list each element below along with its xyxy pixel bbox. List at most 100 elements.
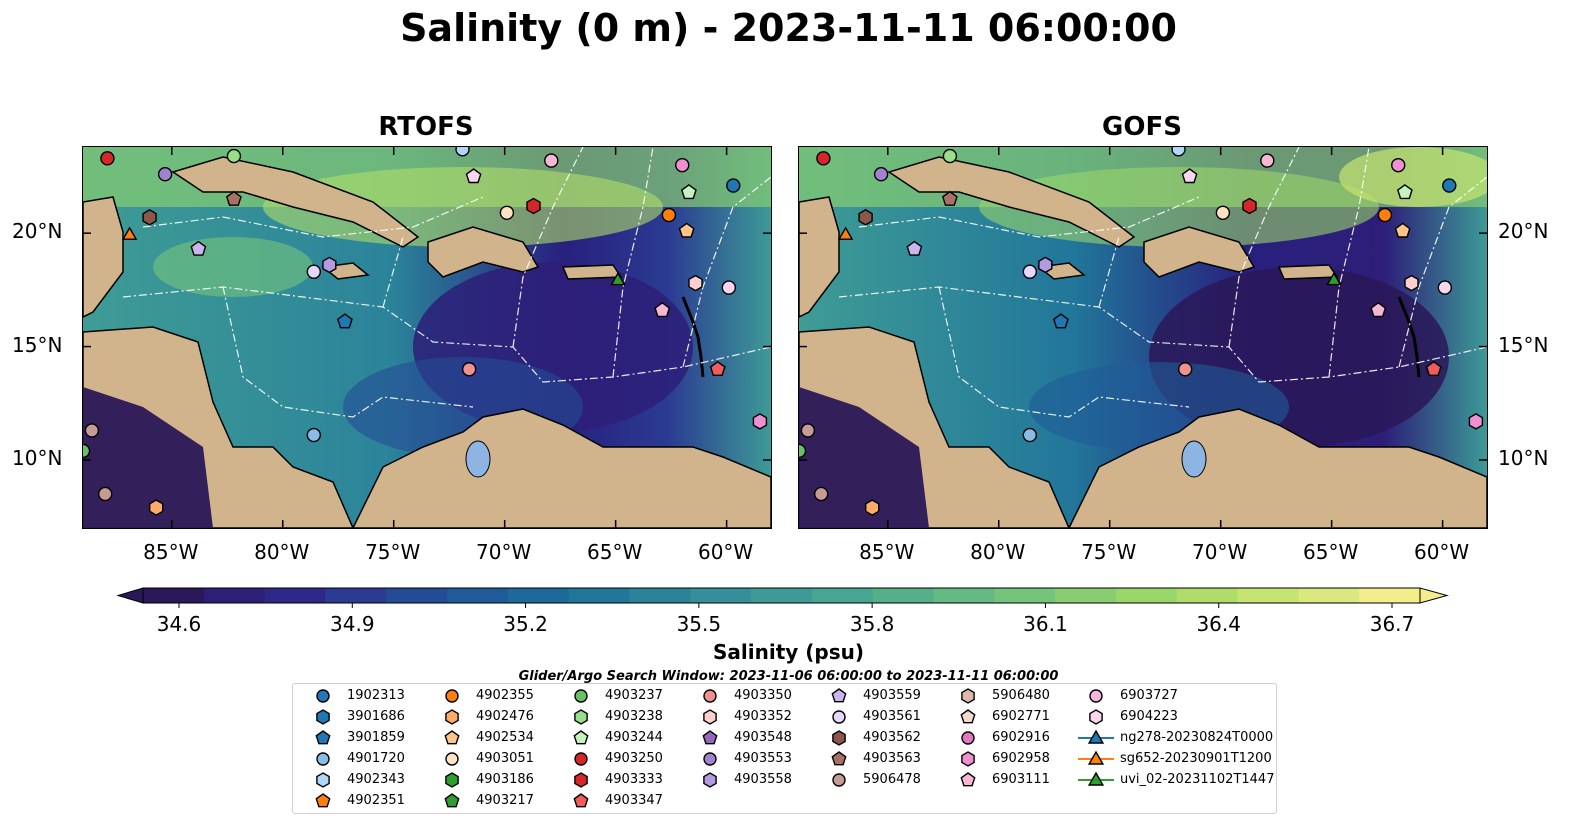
observation-marker [455, 147, 470, 157]
legend-marker-icon [574, 689, 588, 703]
legend-circle-icon [574, 752, 588, 766]
legend-marker-icon [573, 730, 589, 745]
observation-marker [799, 443, 807, 459]
observation-marker [721, 280, 737, 295]
legend-label: 4903238 [605, 709, 663, 724]
legend-hexagon-icon [961, 688, 975, 704]
colorbar-cell [1237, 588, 1299, 603]
colorbar-cell [447, 588, 509, 603]
lat-tick-label: 10°N [1498, 445, 1549, 470]
legend-marker-icon [832, 730, 846, 746]
legend-marker-icon [961, 731, 975, 745]
observation-marker [306, 427, 322, 443]
observation-marker [1022, 264, 1038, 279]
search-window-text: Glider/Argo Search Window: 2023-11-06 06… [518, 669, 1059, 684]
lon-tick-label: 75°W [1081, 540, 1137, 564]
legend-marker-icon [316, 709, 330, 725]
observation-marker [1377, 207, 1393, 223]
colorbar-cell [1359, 588, 1421, 603]
observation-marker [83, 443, 91, 459]
observation-marker [526, 197, 541, 215]
observation-marker [654, 301, 671, 318]
observation-marker [816, 151, 831, 166]
observation-marker [873, 167, 889, 182]
observation-marker [709, 360, 726, 377]
observation-marker [1177, 362, 1193, 377]
legend-marker-icon [316, 772, 330, 788]
colorbar-cell [1115, 588, 1178, 603]
observation-marker [688, 274, 703, 292]
observation-marker [1326, 271, 1342, 286]
legend-hexagon-icon [703, 709, 717, 725]
gofs-map-svg [799, 147, 1487, 528]
legend-marker-icon [445, 772, 459, 788]
legend-marker-icon [703, 752, 717, 766]
lat-tick-label: 15°N [12, 332, 63, 357]
legend-pentagon-icon [960, 772, 976, 787]
legend-circle-icon [1089, 689, 1103, 703]
legend-triangle-icon [1087, 750, 1105, 765]
legend-marker-icon [832, 710, 846, 724]
rtofs-eez-lines [122, 147, 771, 418]
legend-label: 3901686 [347, 709, 405, 724]
legend-label: 4903553 [734, 751, 792, 766]
legend-marker-icon [832, 773, 846, 787]
panel-title-rtofs: RTOFS [378, 112, 474, 142]
lon-tick-label: 60°W [1413, 540, 1470, 564]
observation-marker [1442, 178, 1457, 193]
colorbar-tick-label: 36.1 [1023, 612, 1068, 635]
legend-marker-icon [703, 709, 717, 725]
legend-circle-icon [445, 752, 459, 766]
colorbar-cell [1298, 588, 1360, 603]
legend-label: 4902355 [476, 688, 534, 703]
legend-hexagon-icon [574, 772, 588, 788]
legend-marker-icon [961, 688, 975, 704]
legend-label: 4902351 [347, 793, 405, 808]
legend-circle-icon [574, 689, 588, 703]
observation-marker [680, 184, 697, 200]
rtofs-map-svg [83, 147, 771, 528]
legend-label: 4903186 [476, 772, 534, 787]
observation-marker [813, 486, 829, 502]
lat-tick-label: 20°N [1498, 219, 1549, 244]
observation-marker [148, 499, 164, 516]
observation-marker [864, 499, 880, 516]
legend-hexagon-icon [316, 772, 330, 788]
observation-marker [157, 167, 173, 182]
legend-marker-icon [1078, 729, 1114, 744]
observation-marker [1038, 256, 1053, 274]
lon-tick-label: 65°W [1303, 540, 1359, 564]
observation-marker [121, 226, 138, 240]
lon-tick-label: 85°W [143, 540, 199, 564]
observation-marker [461, 362, 477, 377]
legend-marker-icon [445, 752, 459, 766]
legend-label: 4903051 [476, 751, 534, 766]
legend-label: 3901859 [347, 730, 405, 745]
lat-tick-label: 15°N [1498, 332, 1549, 357]
observation-marker [336, 313, 353, 329]
legend-circle-icon [703, 689, 717, 703]
legend-marker-icon [1089, 689, 1103, 703]
legend-pentagon-icon [960, 709, 976, 724]
legend-label: 5906480 [992, 688, 1050, 703]
legend: 1902313 3901686 3901859 4901720 4902343 49023… [292, 683, 1277, 814]
colorbar-tick-label: 34.9 [330, 612, 375, 635]
colorbar-cell [933, 588, 995, 603]
legend-triangle-icon [1087, 729, 1105, 744]
legend-pentagon-icon [444, 730, 460, 745]
gofs-map-panel [798, 146, 1488, 529]
legend-hexagon-icon [316, 709, 330, 725]
legend-label: 1902313 [347, 688, 405, 703]
lon-tick-label: 70°W [1192, 540, 1248, 564]
lon-tick-label: 80°W [254, 540, 310, 564]
panel-title-gofs: GOFS [1102, 112, 1182, 142]
observation-marker [1052, 313, 1069, 329]
legend-marker-icon [960, 709, 976, 724]
colorbar-cell [629, 588, 691, 603]
colorbar-tick-label: 35.8 [850, 612, 895, 635]
rtofs-map-panel [82, 146, 772, 529]
observation-marker [306, 264, 322, 279]
observation-marker [942, 148, 958, 164]
observation-marker [661, 207, 677, 223]
colorbar-cell [1055, 588, 1117, 603]
